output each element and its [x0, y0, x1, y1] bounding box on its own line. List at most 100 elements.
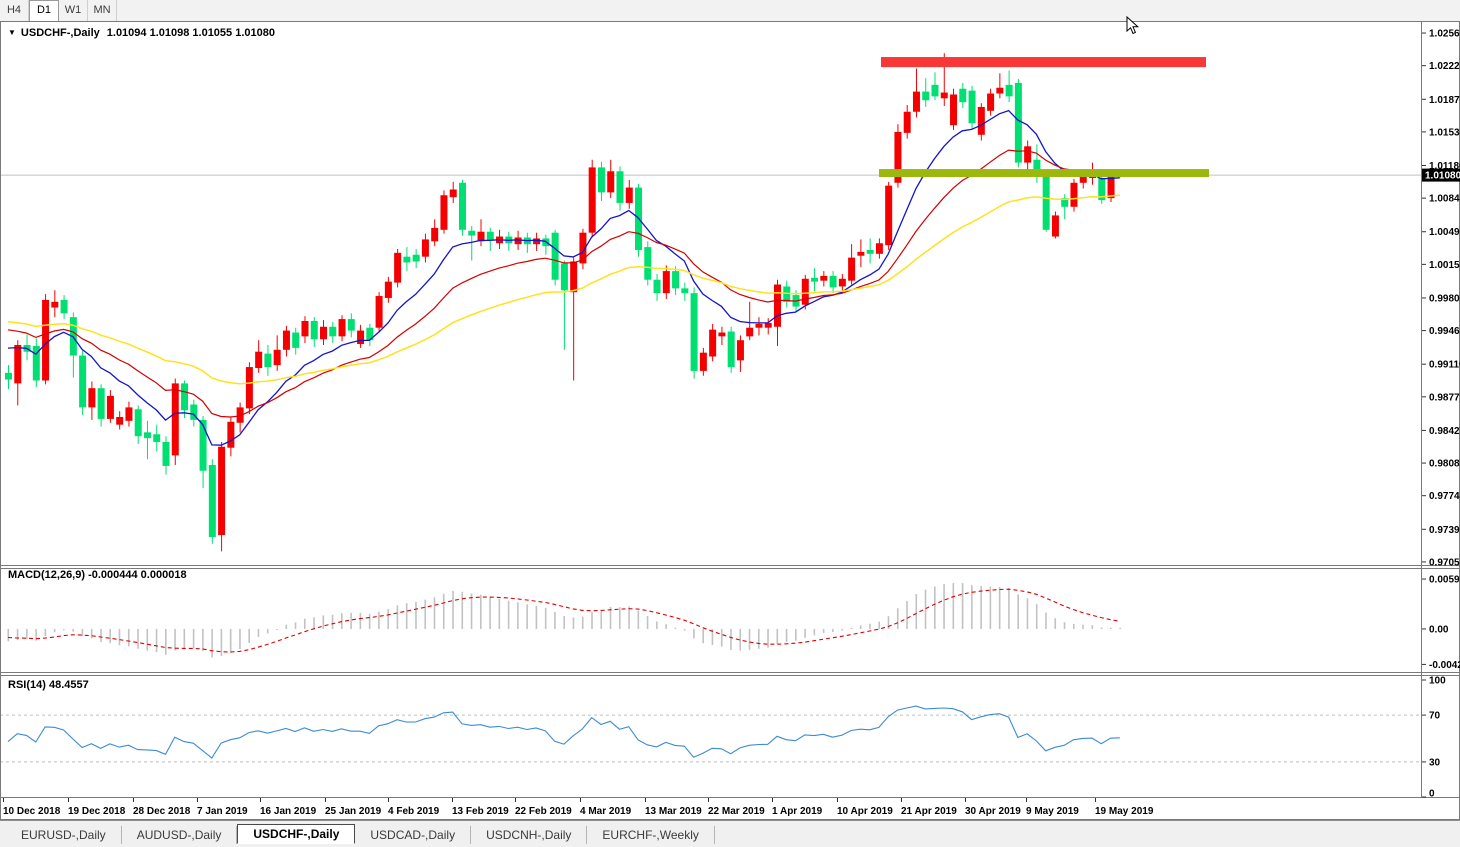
candle	[347, 313, 355, 338]
candle	[690, 287, 698, 379]
candle	[69, 312, 77, 378]
date-axis-label: 19 May 2019	[1095, 806, 1154, 817]
candle	[116, 411, 124, 430]
candle	[996, 73, 1004, 99]
date-axis-label: 13 Feb 2019	[452, 806, 509, 817]
timeframe-button-mn[interactable]: MN	[88, 0, 117, 22]
date-axis-label: 9 May 2019	[1026, 806, 1079, 817]
candle	[866, 238, 874, 264]
ma-slow-line	[7, 194, 1120, 385]
candle	[950, 88, 958, 130]
candle	[551, 229, 559, 286]
price-axis-label: 1.02560	[1429, 29, 1460, 40]
chart-tab-audusd[interactable]: AUDUSD-,Daily	[122, 826, 238, 844]
candle	[783, 280, 791, 308]
indicator-axes: 0.00597 0.00 -0.00424 100 70 30 0	[1422, 575, 1460, 800]
date-axis-label: 13 Mar 2019	[645, 806, 702, 817]
resistance-line-object[interactable]	[881, 57, 1206, 68]
candle	[709, 323, 717, 362]
price-axis-label: 0.97050	[1429, 557, 1460, 568]
candle	[542, 234, 550, 255]
ma-medium-line	[7, 149, 1120, 418]
candle	[764, 318, 772, 335]
candle	[412, 249, 420, 269]
macd-axis-label: 0.00597	[1429, 575, 1460, 586]
timeframe-button-w1[interactable]: W1	[59, 0, 88, 22]
candle	[644, 241, 652, 286]
candle	[885, 181, 893, 250]
candle	[32, 338, 40, 388]
candle	[653, 273, 661, 301]
candle	[505, 231, 513, 251]
candle	[236, 402, 244, 433]
candle	[635, 183, 643, 257]
macd-axis-label: -0.00424	[1429, 660, 1460, 671]
candle	[1005, 70, 1013, 103]
candle	[579, 228, 587, 270]
chart-collapse-icon[interactable]: ▼	[8, 28, 16, 37]
candle	[394, 249, 402, 288]
date-axis-label: 30 Apr 2019	[965, 806, 1021, 817]
candle	[143, 420, 151, 460]
candle	[588, 159, 596, 237]
date-axis-label: 1 Apr 2019	[772, 806, 823, 817]
candle	[171, 378, 179, 465]
price-axis-label: 1.00490	[1429, 227, 1460, 238]
candle	[227, 416, 235, 457]
candle	[5, 365, 12, 390]
candle	[292, 327, 300, 355]
candle	[1061, 194, 1069, 220]
timeframe-button-h4[interactable]: H4	[0, 0, 29, 22]
candle	[894, 124, 902, 188]
candle	[1014, 79, 1022, 168]
current-price-tag	[1422, 168, 1460, 182]
candle	[597, 161, 605, 202]
panel-borders	[0, 21, 1460, 820]
candle	[181, 380, 189, 418]
candle	[672, 266, 680, 296]
candle	[486, 227, 494, 251]
candle	[208, 459, 216, 544]
chart-tab-eurusd[interactable]: EURUSD-,Daily	[6, 826, 122, 844]
candle	[310, 317, 318, 347]
candle	[662, 265, 670, 299]
candle	[79, 350, 87, 416]
chart-tab-usdcad[interactable]: USDCAD-,Daily	[355, 826, 472, 844]
candle	[403, 247, 411, 272]
candle	[162, 436, 170, 475]
date-axis-label: 10 Dec 2018	[3, 806, 61, 817]
rsi-axis-label: 70	[1429, 711, 1441, 722]
chart-tab-usdchf[interactable]: USDCHF-,Daily	[237, 824, 356, 844]
candle	[88, 381, 96, 420]
candle	[218, 441, 226, 552]
candle	[727, 326, 735, 373]
candle	[125, 401, 133, 427]
candle	[523, 232, 531, 253]
candle	[736, 335, 744, 372]
macd-axis-label: 0.00	[1429, 624, 1449, 635]
candle	[153, 424, 161, 452]
candle	[746, 301, 754, 341]
macd-signal-line	[7, 588, 1120, 653]
support-line-object[interactable]	[879, 169, 1209, 178]
candle	[857, 239, 865, 268]
candle	[977, 103, 985, 141]
candle	[755, 317, 763, 336]
rsi-axis-label: 100	[1429, 676, 1446, 687]
candle	[922, 78, 930, 107]
chart-tab-eurchf[interactable]: EURCHF-,Weekly	[587, 826, 715, 844]
candle	[338, 315, 346, 342]
chart-tab-usdcnh[interactable]: USDCNH-,Daily	[471, 826, 588, 844]
candle	[801, 274, 809, 310]
candle	[255, 340, 263, 373]
candle	[829, 271, 837, 294]
candle	[718, 326, 726, 345]
date-axis-label: 25 Jan 2019	[325, 806, 382, 817]
candle	[97, 384, 105, 427]
candle	[820, 271, 828, 287]
